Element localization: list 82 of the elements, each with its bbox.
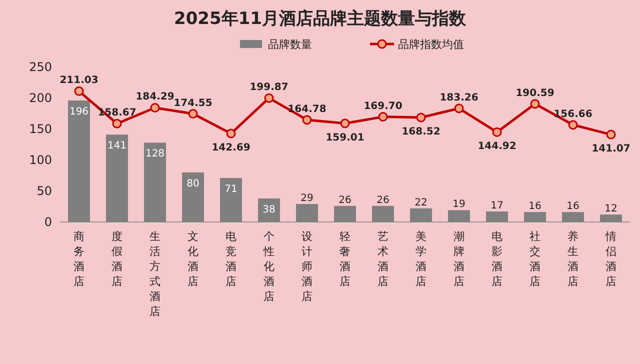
bar bbox=[296, 204, 318, 222]
data-label: 184.29 bbox=[136, 92, 174, 103]
x-tick-label: 社交酒店 bbox=[530, 230, 540, 288]
x-tick-label: 设计师酒店 bbox=[302, 230, 312, 303]
bar bbox=[68, 100, 90, 222]
data-label: 80 bbox=[186, 178, 200, 190]
bar bbox=[144, 142, 166, 222]
data-label: 141.07 bbox=[592, 144, 630, 155]
point bbox=[492, 127, 502, 137]
y-tick-label: 0 bbox=[44, 215, 52, 229]
point bbox=[378, 112, 388, 122]
point bbox=[454, 104, 464, 114]
bar bbox=[486, 211, 508, 222]
x-tick-label: 潮牌酒店 bbox=[454, 230, 464, 288]
bar bbox=[448, 210, 470, 222]
y-tick-label: 100 bbox=[29, 153, 52, 167]
data-label: 142.69 bbox=[212, 142, 250, 154]
y-tick-label: 150 bbox=[29, 122, 52, 136]
y-tick-label: 200 bbox=[29, 91, 52, 105]
x-tick-label: 电竞酒店 bbox=[226, 230, 236, 288]
x-tick-label: 生活方式酒店 bbox=[150, 230, 160, 318]
data-label: 22 bbox=[414, 197, 428, 208]
bar bbox=[182, 172, 204, 222]
bar bbox=[562, 212, 584, 222]
data-label: 16 bbox=[566, 201, 580, 212]
chart-title: 2025年11月酒店品牌主题数量与指数 bbox=[174, 9, 467, 29]
data-label: 190.59 bbox=[516, 88, 554, 99]
data-label: 168.52 bbox=[402, 126, 440, 138]
bar bbox=[106, 134, 128, 222]
data-label: 29 bbox=[300, 193, 314, 204]
x-tick-label: 商务酒店 bbox=[74, 230, 84, 288]
data-label: 164.78 bbox=[288, 104, 326, 115]
data-label: 17 bbox=[490, 200, 504, 212]
data-label: 128 bbox=[145, 148, 165, 160]
x-tick-label: 电影酒店 bbox=[492, 230, 502, 288]
bar bbox=[334, 206, 356, 222]
x-tick-label: 艺术酒店 bbox=[378, 230, 388, 288]
data-label: 174.55 bbox=[174, 98, 212, 109]
point bbox=[188, 109, 198, 119]
point bbox=[606, 130, 616, 140]
x-tick-label: 轻奢酒店 bbox=[340, 230, 350, 288]
data-label: 199.87 bbox=[250, 82, 288, 94]
data-label: 71 bbox=[224, 184, 238, 195]
data-label: 196 bbox=[69, 106, 89, 118]
point bbox=[112, 118, 122, 128]
data-label: 141 bbox=[107, 140, 127, 152]
point bbox=[568, 120, 578, 130]
y-tick-label: 50 bbox=[36, 184, 52, 198]
point bbox=[74, 86, 84, 96]
data-label: 12 bbox=[604, 204, 618, 215]
bar bbox=[524, 212, 546, 222]
point bbox=[150, 102, 160, 112]
bar bbox=[600, 214, 622, 222]
y-tick-label: 250 bbox=[29, 60, 52, 74]
x-tick-label: 个性化酒店 bbox=[262, 230, 274, 303]
x-tick-label: 情侣酒店 bbox=[604, 230, 616, 288]
legend-label: 品牌数量 bbox=[268, 38, 312, 51]
point bbox=[226, 128, 236, 138]
point bbox=[530, 99, 540, 109]
data-label: 19 bbox=[452, 199, 466, 210]
point bbox=[302, 115, 312, 125]
point bbox=[340, 118, 350, 128]
x-tick-label: 度假酒店 bbox=[112, 230, 122, 288]
data-label: 26 bbox=[376, 194, 390, 206]
bar bbox=[410, 208, 432, 222]
legend-label: 品牌指数均值 bbox=[398, 38, 464, 51]
x-tick-label: 养生酒店 bbox=[568, 230, 578, 288]
bar bbox=[220, 178, 242, 222]
data-label: 16 bbox=[528, 201, 542, 212]
data-label: 144.92 bbox=[478, 141, 516, 152]
data-label: 183.26 bbox=[440, 92, 478, 104]
data-label: 169.70 bbox=[364, 100, 402, 112]
data-label: 26 bbox=[338, 194, 352, 206]
x-tick-label: 美学酒店 bbox=[416, 230, 426, 288]
data-label: 211.03 bbox=[60, 75, 98, 86]
point bbox=[264, 93, 274, 103]
bar bbox=[372, 206, 394, 222]
point bbox=[416, 112, 426, 122]
data-label: 38 bbox=[262, 204, 276, 216]
x-tick-label: 文化酒店 bbox=[188, 230, 198, 288]
data-label: 159.01 bbox=[326, 132, 364, 144]
data-label: 156.66 bbox=[554, 108, 592, 120]
